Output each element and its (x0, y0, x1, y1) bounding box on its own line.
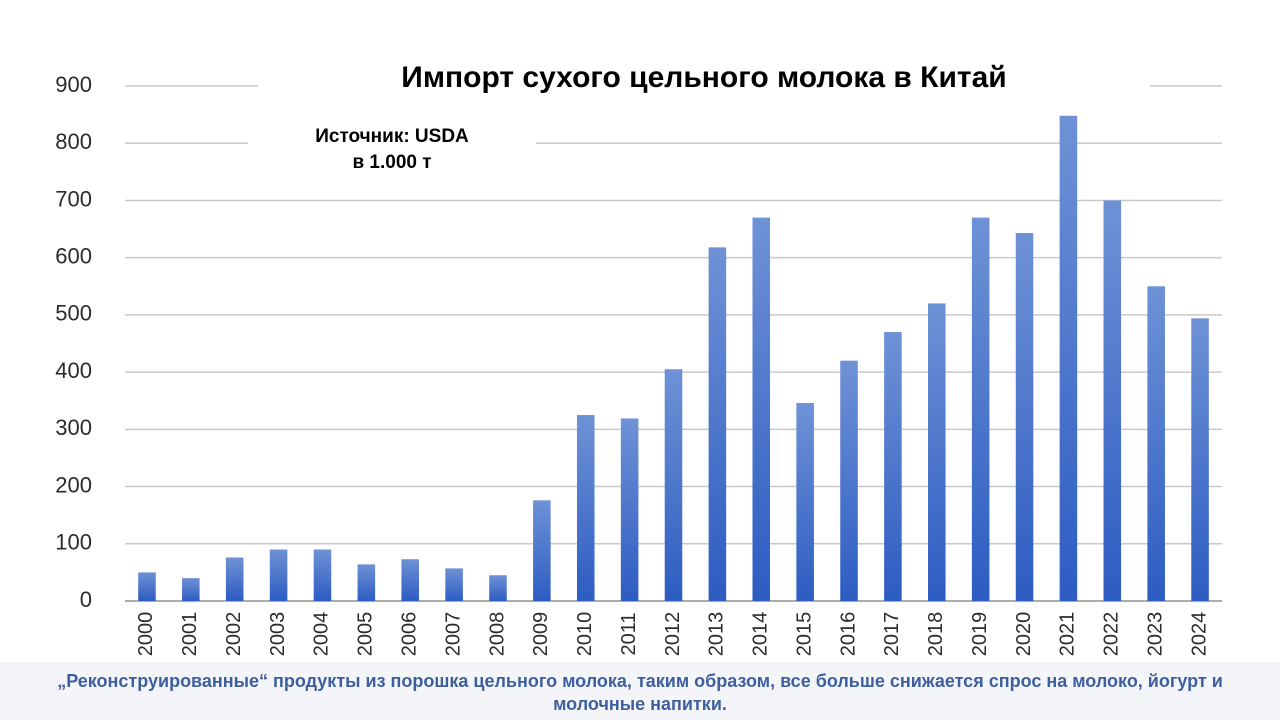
bar (269, 549, 288, 601)
bar (1191, 318, 1209, 601)
x-tick-label: 2022 (1101, 612, 1123, 657)
y-tick-label: 500 (55, 301, 92, 326)
bar (357, 564, 376, 601)
bar (884, 332, 902, 601)
bar (840, 360, 858, 601)
chart: Импорт сухого цельного молока в Китай Ис… (55, 60, 1222, 657)
bar (576, 415, 595, 601)
x-tick-label: 2024 (1188, 612, 1210, 657)
x-tick-label: 2019 (969, 612, 991, 657)
bar (1147, 286, 1165, 601)
bar (620, 418, 639, 601)
bar (971, 217, 990, 601)
y-tick-label: 100 (55, 530, 92, 555)
bar (225, 557, 244, 601)
bar (489, 575, 507, 601)
x-tick-label: 2002 (223, 612, 245, 657)
bar (401, 559, 419, 601)
bar (445, 568, 463, 601)
y-tick-label: 400 (55, 358, 92, 383)
chart-title: Импорт сухого цельного молока в Китай (401, 61, 1007, 94)
y-tick-label: 700 (55, 186, 92, 211)
bar (138, 572, 156, 601)
x-tick-label: 2011 (618, 612, 640, 655)
x-tick-label: 2001 (179, 612, 201, 657)
y-tick-label: 600 (55, 243, 92, 268)
footer-band (0, 662, 1280, 720)
bar (1059, 115, 1078, 601)
x-tick-label: 2010 (574, 612, 596, 657)
x-tick-label: 2003 (267, 612, 289, 657)
x-tick-label: 2007 (442, 612, 464, 657)
bar (752, 217, 771, 601)
x-tick-label: 2021 (1057, 612, 1079, 657)
x-tick-label: 2017 (881, 612, 903, 657)
chart-subtitle: в 1.000 т (352, 152, 431, 173)
x-tick-label: 2012 (662, 612, 684, 657)
bar (1103, 200, 1122, 601)
title-background (258, 60, 1150, 100)
y-tick-label: 900 (55, 72, 92, 97)
x-tick-label: 2016 (837, 612, 859, 657)
x-tick-label: 2015 (793, 612, 815, 657)
x-tick-label: 2005 (355, 612, 377, 657)
x-tick-label: 2020 (1013, 612, 1035, 657)
x-tick-label: 2023 (1144, 612, 1166, 657)
x-tick-label: 2014 (750, 612, 772, 657)
chart-subtitle: Источник: USDA (315, 126, 469, 147)
bar (1015, 233, 1034, 602)
x-tick-label: 2009 (530, 612, 552, 657)
y-tick-label: 300 (55, 415, 92, 440)
x-tick-label: 2000 (135, 612, 157, 657)
bar (313, 549, 332, 601)
x-tick-label: 2008 (486, 612, 508, 657)
x-tick-label: 2013 (706, 612, 728, 657)
bar (182, 578, 200, 601)
subtitle-background (248, 120, 536, 178)
x-tick-label: 2004 (311, 612, 333, 657)
x-tick-label: 2006 (399, 612, 421, 657)
x-tick-label: 2018 (925, 612, 947, 657)
bar (928, 303, 946, 601)
y-tick-label: 0 (80, 587, 92, 612)
y-tick-label: 800 (55, 129, 92, 154)
bar (708, 247, 727, 601)
bar (664, 369, 683, 601)
y-tick-label: 200 (55, 472, 92, 497)
footer-text: „Реконструированные“ продукты из порошка… (57, 671, 1223, 714)
bar (533, 500, 551, 601)
bar (796, 403, 814, 601)
